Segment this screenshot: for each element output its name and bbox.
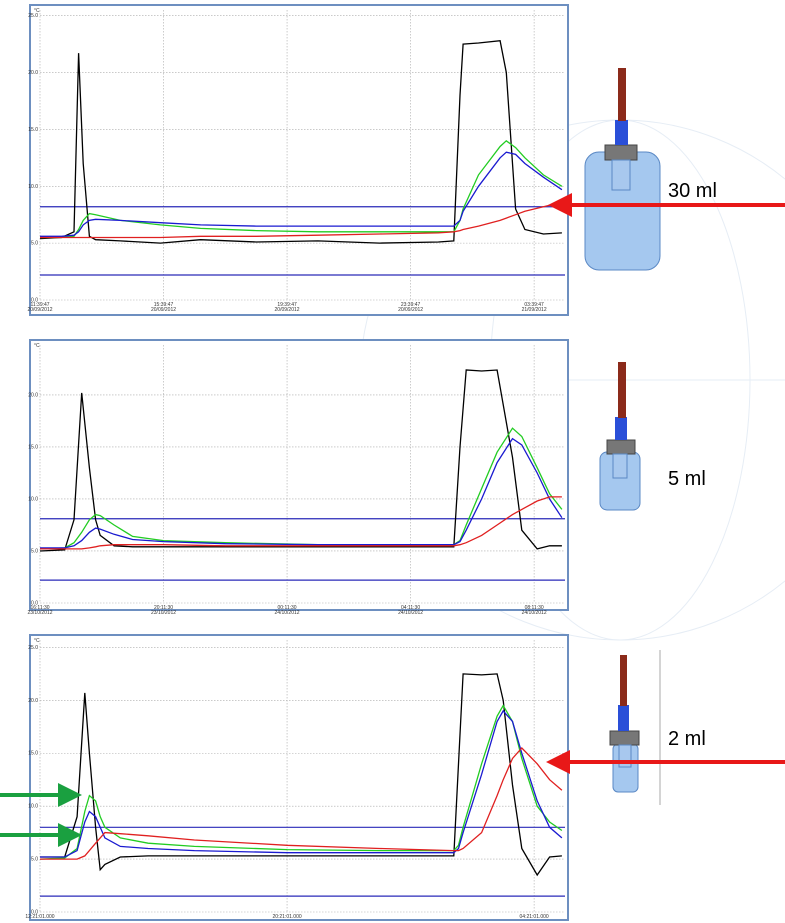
series-line — [40, 201, 563, 239]
y-tick-label: 15.0 — [28, 127, 38, 133]
series-line — [40, 139, 563, 239]
volume-label: 5 ml — [668, 468, 706, 490]
y-tick-label: 20.0 — [28, 698, 38, 704]
series-line — [39, 369, 562, 552]
y-tick-label: 25.0 — [28, 645, 38, 651]
y-tick-label: 20.0 — [28, 70, 38, 76]
y-tick-label: 20.0 — [28, 392, 38, 398]
vial-30ml — [584, 68, 661, 271]
x-tick-date: 20/09/2012 — [151, 307, 176, 313]
x-tick-date: 20/09/2012 — [398, 307, 423, 313]
y-unit: °C — [34, 8, 40, 14]
x-tick-label: 23:39:47 — [401, 302, 421, 308]
y-tick-label: 15.0 — [28, 751, 38, 757]
x-tick-date: 23/10/2012 — [151, 610, 176, 616]
series-line — [40, 747, 563, 860]
y-tick-label: 10.0 — [28, 496, 38, 502]
volume-label: 2 ml — [668, 728, 706, 750]
y-unit: °C — [34, 343, 40, 349]
series-line — [40, 151, 563, 237]
y-tick-label: 0.0 — [31, 298, 38, 304]
vial-2ml — [609, 655, 640, 793]
series-line — [40, 709, 563, 858]
x-tick-date: 23/10/2012 — [27, 610, 52, 616]
x-tick-label: 19:39:47 — [277, 302, 297, 308]
series-line — [40, 496, 562, 550]
x-tick-label: 20:21:01.000 — [272, 914, 301, 920]
panel-frame — [29, 634, 569, 921]
y-tick-label: 5.0 — [31, 548, 38, 554]
x-tick-label: 03:39:47 — [524, 302, 544, 308]
y-tick-label: 25.0 — [28, 13, 38, 19]
panel-frame — [29, 339, 569, 611]
x-tick-date: 20/09/2012 — [275, 307, 300, 313]
x-tick-label: 04:21:01.000 — [520, 914, 549, 920]
x-tick-date: 21/09/2012 — [522, 307, 547, 313]
x-tick-label: 08:11:30 — [525, 605, 544, 611]
y-tick-label: 15.0 — [28, 444, 38, 450]
vial-5ml — [599, 362, 641, 511]
panel-frame — [29, 4, 569, 316]
x-tick-label: 12:21:01.000 — [25, 914, 54, 920]
x-tick-label: 20:11:30 — [154, 605, 173, 611]
y-tick-label: 5.0 — [31, 241, 38, 247]
plots: °C0.05.010.015.020.025.011:39:4720/09/20… — [25, 8, 565, 920]
y-tick-label: 0.0 — [31, 601, 38, 607]
x-tick-label: 04:11:30 — [401, 605, 420, 611]
x-tick-date: 20/09/2012 — [27, 307, 52, 313]
x-tick-label: 11:39:47 — [30, 302, 49, 308]
y-tick-label: 5.0 — [31, 857, 38, 863]
y-unit: °C — [34, 638, 40, 644]
series-line — [40, 437, 563, 549]
series-line — [40, 673, 562, 877]
y-tick-label: 0.0 — [31, 910, 38, 916]
series-line — [39, 39, 562, 244]
x-tick-date: 24/10/2012 — [398, 610, 423, 616]
x-tick-date: 24/10/2012 — [522, 610, 547, 616]
y-tick-label: 10.0 — [28, 184, 38, 190]
volume-label: 30 ml — [668, 180, 717, 202]
x-tick-label: 00:11:30 — [278, 605, 297, 611]
y-tick-label: 10.0 — [28, 804, 38, 810]
x-tick-label: 15:39:47 — [154, 302, 174, 308]
x-tick-date: 24/10/2012 — [275, 610, 300, 616]
x-tick-label: 16:11:30 — [30, 605, 49, 611]
